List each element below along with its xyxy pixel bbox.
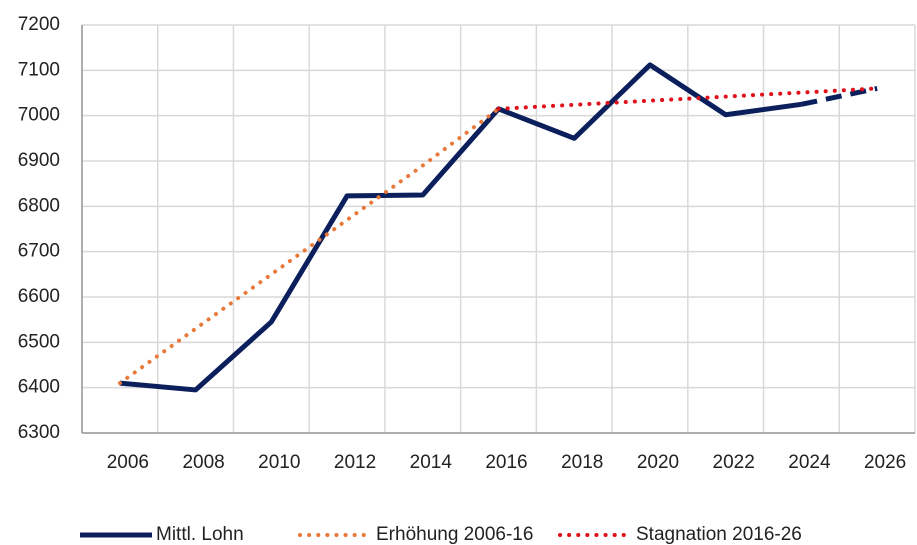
y-tick-label: 6600 <box>18 286 60 307</box>
x-tick-label: 2018 <box>561 452 603 473</box>
legend-label: Stagnation 2016-26 <box>636 524 802 545</box>
x-tick-label: 2022 <box>713 452 755 473</box>
y-tick-label: 7000 <box>18 105 60 126</box>
x-tick-label: 2010 <box>258 452 300 473</box>
y-tick-label: 6700 <box>18 241 60 262</box>
line-series <box>496 86 880 111</box>
x-tick-label: 2020 <box>637 452 679 473</box>
x-tick-label: 2024 <box>788 452 831 473</box>
legend-label: Mittl. Lohn <box>156 524 244 545</box>
y-tick-label: 6800 <box>18 195 60 216</box>
x-tick-label: 2012 <box>334 452 376 473</box>
x-tick-label: 2016 <box>485 452 527 473</box>
x-tick-label: 2014 <box>410 452 453 473</box>
line-series <box>119 62 802 393</box>
y-tick-label: 6400 <box>18 377 60 398</box>
y-tick-label: 6300 <box>18 422 60 443</box>
y-tick-label: 7200 <box>18 14 60 35</box>
legend-label: Erhöhung 2006-16 <box>376 524 533 545</box>
x-tick-label: 2026 <box>864 452 906 473</box>
x-tick-label: 2006 <box>107 452 149 473</box>
y-tick-label: 6900 <box>18 150 60 171</box>
line-series <box>800 86 878 107</box>
x-tick-label: 2008 <box>182 452 224 473</box>
y-tick-label: 7100 <box>18 59 60 80</box>
y-tick-label: 6500 <box>18 331 60 352</box>
